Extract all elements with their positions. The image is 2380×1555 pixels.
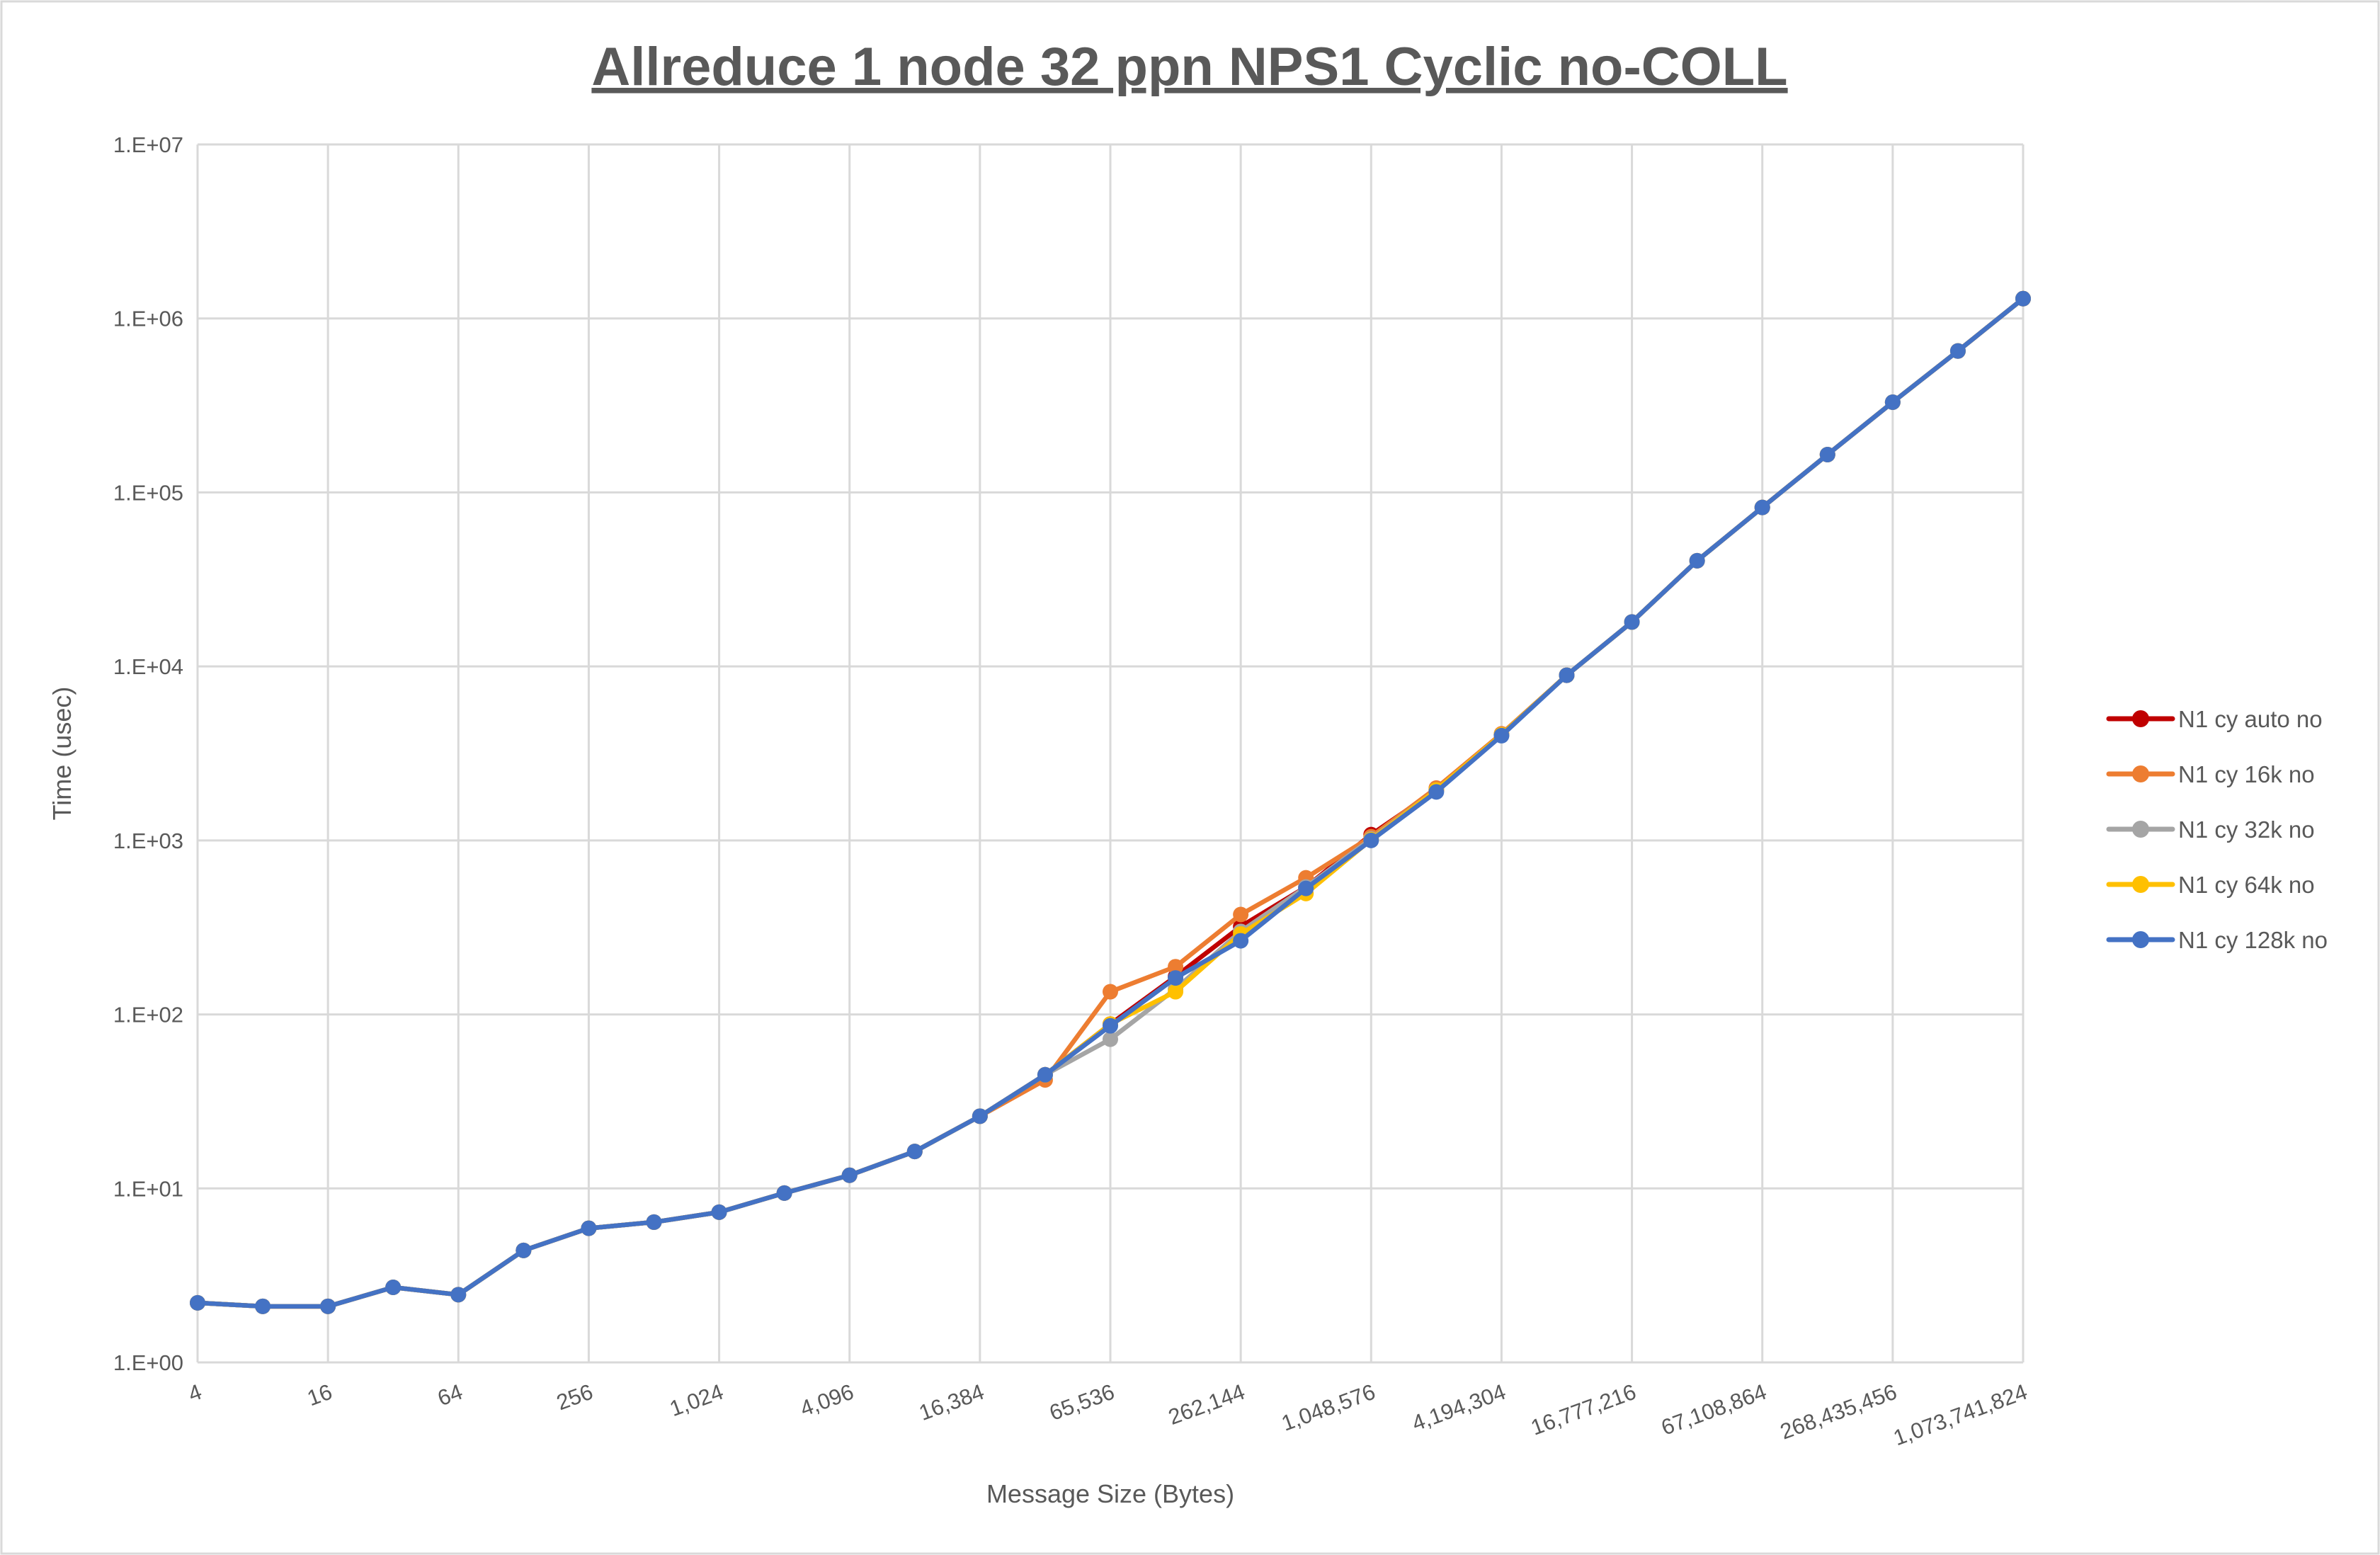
y-tick-label: 1.E+03: [113, 828, 183, 853]
y-tick-label: 1.E+01: [113, 1176, 183, 1201]
y-tick-label: 1.E+00: [113, 1350, 183, 1375]
data-point: [1298, 880, 1314, 896]
data-point: [1493, 727, 1510, 744]
y-tick-label: 1.E+06: [113, 307, 183, 331]
data-point: [1103, 984, 1118, 1000]
data-point: [841, 1167, 858, 1183]
legend-item: N1 cy 128k no: [2106, 927, 2328, 953]
legend-marker: [2132, 821, 2149, 838]
legend-label: N1 cy 128k no: [2178, 927, 2328, 953]
data-point: [255, 1298, 271, 1314]
data-point: [1037, 1066, 1053, 1083]
gridlines: [196, 143, 2025, 1364]
legend-label: N1 cy 32k no: [2178, 816, 2315, 843]
data-point: [1949, 343, 1966, 359]
y-tick-label: 1.E+02: [113, 1003, 183, 1027]
data-point: [1559, 667, 1575, 683]
legend-item: N1 cy 32k no: [2106, 816, 2315, 843]
data-point: [1103, 1018, 1118, 1034]
legend-marker: [2132, 931, 2149, 948]
data-point: [1884, 394, 1901, 411]
series-group: [190, 290, 2031, 1314]
legend-item: N1 cy 16k no: [2106, 761, 2315, 787]
data-point: [1168, 970, 1184, 986]
data-point: [1689, 552, 1705, 569]
legend-item: N1 cy 64k no: [2106, 872, 2315, 898]
y-axis-ticks: 1.E+00 1.E+01 1.E+02 1.E+03 1.E+04 1.E+05 1.E+…: [113, 132, 183, 1375]
data-point: [1363, 832, 1379, 848]
data-point: [1168, 984, 1184, 1000]
series-n1-cy-128k-no: [190, 290, 2031, 1314]
x-axis-title: Message Size (Bytes): [986, 1479, 1234, 1508]
y-tick-label: 1.E+04: [113, 654, 183, 679]
data-point: [972, 1108, 988, 1124]
y-axis-title: Time (usec): [47, 687, 76, 821]
data-point: [711, 1204, 727, 1220]
chart-title: Allreduce 1 node 32 ppn NPS1 Cyclic no-C…: [591, 37, 1787, 97]
data-point: [1428, 784, 1445, 800]
data-point: [776, 1185, 792, 1201]
data-point: [906, 1144, 923, 1160]
data-point: [516, 1242, 532, 1258]
data-point: [2015, 290, 2031, 307]
data-point: [1233, 933, 1249, 949]
data-point: [1754, 499, 1770, 516]
legend: N1 cy auto no N1 cy 16k no N1 cy 32k no N1 …: [2106, 706, 2328, 953]
y-tick-label: 1.E+07: [113, 132, 183, 157]
data-point: [646, 1214, 662, 1230]
data-point: [190, 1294, 205, 1311]
legend-marker: [2132, 765, 2149, 782]
data-point: [581, 1220, 597, 1236]
legend-item: N1 cy auto no: [2106, 706, 2323, 732]
data-point: [320, 1298, 336, 1314]
legend-label: N1 cy 64k no: [2178, 872, 2315, 898]
data-point: [450, 1287, 467, 1303]
data-point: [1168, 959, 1184, 975]
legend-marker: [2132, 876, 2149, 893]
data-point: [1819, 446, 1835, 462]
data-point: [1103, 1031, 1118, 1047]
y-tick-label: 1.E+05: [113, 480, 183, 505]
legend-label: N1 cy 16k no: [2178, 761, 2315, 787]
legend-marker: [2132, 710, 2149, 727]
data-point: [1624, 614, 1640, 630]
legend-label: N1 cy auto no: [2178, 706, 2323, 732]
data-point: [1233, 906, 1249, 923]
data-point: [385, 1280, 402, 1296]
